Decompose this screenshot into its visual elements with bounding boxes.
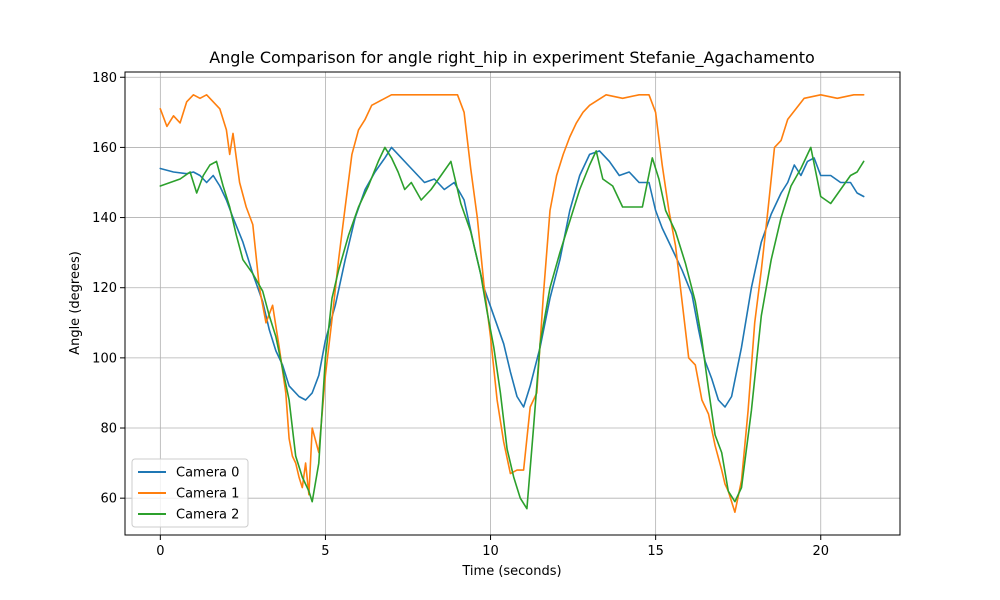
series-line-camera-0: [159, 146, 865, 408]
plot-frame: [124, 71, 901, 536]
x-tick-label: 20: [812, 544, 829, 559]
chart-title: Angle Comparison for angle right_hip in …: [209, 48, 815, 68]
y-tick-label: 120: [92, 281, 117, 296]
y-axis-label: Angle (degrees): [68, 251, 83, 355]
y-tick-label: 180: [92, 71, 117, 86]
x-tick-label: 5: [321, 544, 329, 559]
series-line-camera-1: [159, 94, 865, 514]
legend-label: Camera 1: [176, 487, 239, 502]
series-line-camera-2: [159, 146, 865, 510]
x-tick-label: 15: [647, 544, 664, 559]
legend-label: Camera 2: [176, 508, 239, 523]
x-axis-label: Time (seconds): [461, 564, 561, 579]
y-tick-label: 160: [92, 141, 117, 156]
y-tick-label: 100: [92, 351, 117, 366]
y-tick-label: 140: [92, 211, 117, 226]
legend-box: [131, 458, 249, 528]
y-tick-label: 80: [100, 422, 117, 437]
legend-label: Camera 0: [176, 466, 239, 481]
x-tick-label: 0: [156, 544, 164, 559]
legend: Camera 0 Camera 1 Camera 2: [131, 458, 249, 528]
y-tick-label: 60: [100, 492, 117, 507]
x-tick-label: 10: [482, 544, 499, 559]
